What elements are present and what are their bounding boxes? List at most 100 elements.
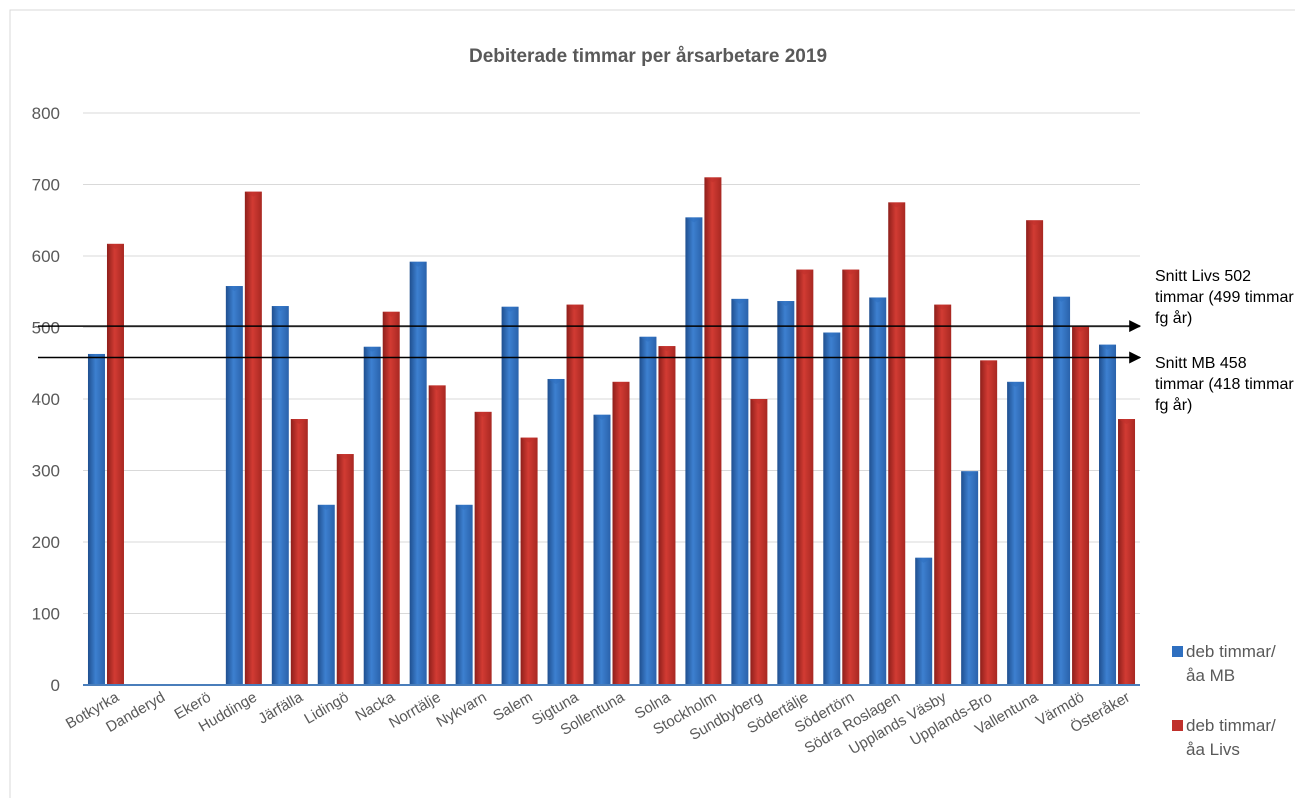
bar bbox=[382, 311, 400, 685]
y-tick-label: 300 bbox=[32, 462, 60, 481]
bar-body bbox=[704, 177, 722, 685]
bar bbox=[731, 298, 749, 685]
bar bbox=[501, 306, 519, 685]
bar-top bbox=[1007, 381, 1025, 387]
bar bbox=[1026, 220, 1044, 685]
bar bbox=[796, 269, 814, 685]
bar-top bbox=[244, 191, 262, 197]
y-tick-label: 0 bbox=[51, 676, 60, 695]
bar bbox=[1007, 381, 1025, 685]
bar-body bbox=[474, 411, 492, 685]
legend-label: deb timmar/åa Livs bbox=[1186, 716, 1276, 759]
bar bbox=[639, 336, 657, 685]
bar-body bbox=[685, 217, 703, 685]
bar-top bbox=[777, 301, 795, 307]
bar-top bbox=[915, 557, 933, 563]
bar bbox=[980, 360, 998, 685]
x-tick-label: Lidingö bbox=[301, 689, 351, 728]
bar-top bbox=[1118, 419, 1136, 425]
bar bbox=[823, 332, 841, 685]
bar-body bbox=[888, 202, 906, 685]
bar bbox=[290, 419, 308, 685]
bar-body bbox=[244, 191, 262, 685]
bar bbox=[225, 286, 243, 685]
bar-body bbox=[980, 360, 998, 685]
bar-top bbox=[842, 269, 860, 275]
bar bbox=[612, 381, 630, 685]
bar-body bbox=[501, 306, 519, 685]
bar-body bbox=[1118, 419, 1136, 685]
bar-top bbox=[658, 346, 676, 352]
bar bbox=[685, 217, 703, 685]
bar bbox=[869, 297, 887, 685]
bar-top bbox=[685, 217, 703, 223]
y-tick-label: 500 bbox=[32, 319, 60, 338]
y-tick-label: 400 bbox=[32, 390, 60, 409]
bar-top bbox=[1072, 326, 1090, 332]
bar-top bbox=[547, 378, 565, 384]
bar-top bbox=[934, 304, 952, 310]
chart-title: Debiterade timmar per årsarbetare 2019 bbox=[469, 46, 827, 67]
bar-body bbox=[566, 304, 584, 685]
bar bbox=[271, 306, 289, 685]
bar bbox=[336, 454, 354, 685]
bar-body bbox=[731, 298, 749, 685]
bar-body bbox=[317, 504, 335, 685]
bar-top bbox=[225, 286, 243, 292]
bar-body bbox=[1026, 220, 1044, 685]
bar-body bbox=[593, 414, 611, 685]
bar bbox=[87, 353, 105, 685]
bar bbox=[474, 411, 492, 685]
bar-top bbox=[869, 297, 887, 303]
bar-body bbox=[520, 437, 538, 685]
bar bbox=[593, 414, 611, 685]
bar-body bbox=[639, 336, 657, 685]
bar-body bbox=[915, 557, 933, 685]
bar-top bbox=[106, 243, 124, 249]
bar-body bbox=[658, 346, 676, 685]
chart-border bbox=[9, 9, 1295, 798]
bar bbox=[658, 346, 676, 685]
bar-body bbox=[409, 261, 427, 685]
bar-body bbox=[777, 301, 795, 685]
legend-item: deb timmar/åa MB bbox=[1172, 640, 1284, 688]
bar-body bbox=[290, 419, 308, 685]
bar-top bbox=[731, 298, 749, 304]
bar bbox=[409, 261, 427, 685]
annotation: Snitt MB 458 timmar (418 timmar fg år) bbox=[1155, 354, 1294, 414]
bar-body bbox=[934, 304, 952, 685]
bar-top bbox=[317, 504, 335, 510]
bar bbox=[750, 399, 768, 685]
bar-top bbox=[474, 411, 492, 417]
legend-item: deb timmar/åa Livs bbox=[1172, 714, 1284, 762]
y-tick-label: 600 bbox=[32, 247, 60, 266]
bar-top bbox=[1026, 220, 1044, 226]
bar-top bbox=[87, 353, 105, 359]
bar-body bbox=[823, 332, 841, 685]
x-tick-label: Salem bbox=[490, 689, 535, 725]
bar-top bbox=[566, 304, 584, 310]
y-tick-label: 800 bbox=[32, 104, 60, 123]
bar bbox=[961, 471, 979, 685]
bar bbox=[317, 504, 335, 685]
bar-top bbox=[520, 437, 538, 443]
bar-top bbox=[501, 306, 519, 312]
bar bbox=[777, 301, 795, 685]
bar bbox=[842, 269, 860, 685]
bar-body bbox=[547, 378, 565, 685]
bar-top bbox=[639, 336, 657, 342]
bar-top bbox=[961, 471, 979, 477]
bar-top bbox=[593, 414, 611, 420]
x-tick-label: Nykvarn bbox=[433, 689, 489, 731]
bar-body bbox=[336, 454, 354, 685]
bar bbox=[520, 437, 538, 685]
bar-body bbox=[455, 504, 473, 685]
bar-top bbox=[823, 332, 841, 338]
bar-body bbox=[869, 297, 887, 685]
bar bbox=[1099, 344, 1117, 685]
legend-label: deb timmar/åa MB bbox=[1186, 642, 1276, 685]
bar-body bbox=[1007, 381, 1025, 685]
bar bbox=[1053, 296, 1071, 685]
bar bbox=[1118, 419, 1136, 685]
